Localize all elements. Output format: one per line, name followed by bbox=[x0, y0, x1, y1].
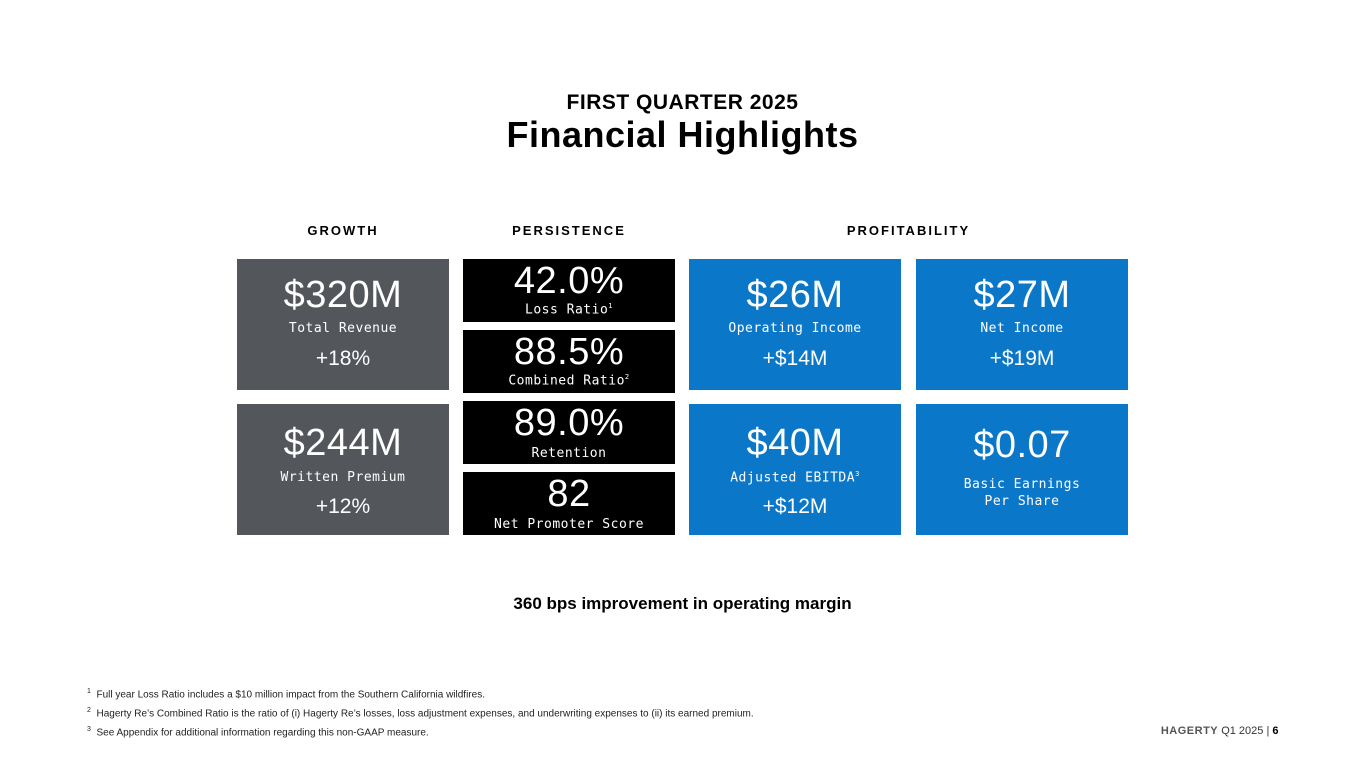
footnote-ref: 1 bbox=[608, 302, 613, 310]
brand-logo: HAGERTY bbox=[1160, 725, 1219, 737]
card-value: $26M bbox=[746, 274, 844, 316]
card-value: $40M bbox=[746, 422, 844, 464]
card-label: Loss Ratio1 bbox=[525, 302, 613, 318]
retention-card: 89.0% Retention bbox=[463, 401, 675, 464]
card-label-line2: Per Share bbox=[984, 494, 1060, 509]
net-promoter-score-card: 82 Net Promoter Score bbox=[463, 472, 675, 535]
card-change: +18% bbox=[315, 347, 371, 370]
combined-ratio-card: 88.5% Combined Ratio2 bbox=[463, 330, 675, 393]
profitability-heading: PROFITABILITY bbox=[846, 223, 971, 238]
card-label-line1: Basic Earnings bbox=[963, 477, 1081, 492]
slide-footer: HAGERTY Q1 2025 | 6 bbox=[1161, 725, 1279, 737]
card-value: 88.5% bbox=[513, 331, 625, 373]
card-change: +$19M bbox=[989, 347, 1055, 370]
summary-statement: 360 bps improvement in operating margin bbox=[513, 594, 852, 613]
footnote: 1 Full year Loss Ratio includes a $10 mi… bbox=[87, 688, 485, 701]
card-label: Adjusted EBITDA3 bbox=[730, 470, 860, 486]
basic-eps-card: $0.07 Basic Earnings Per Share bbox=[916, 404, 1128, 535]
card-label: Written Premium bbox=[280, 470, 406, 485]
footnote-ref: 2 bbox=[624, 373, 630, 381]
slide-title: Financial Highlights bbox=[506, 114, 859, 155]
card-label: Operating Income bbox=[728, 321, 862, 336]
card-change: +$14M bbox=[762, 347, 828, 370]
footnote: 3 See Appendix for additional informatio… bbox=[87, 726, 429, 739]
card-label: Retention bbox=[531, 446, 607, 461]
footer-period: Q1 2025 bbox=[1221, 725, 1264, 737]
page-number: 6 bbox=[1272, 725, 1279, 737]
card-change: +$12M bbox=[762, 495, 828, 518]
card-value: $244M bbox=[283, 422, 403, 464]
footnote-ref: 3 bbox=[855, 470, 860, 478]
slide-kicker: FIRST QUARTER 2025 bbox=[566, 91, 799, 114]
written-premium-card: $244M Written Premium +12% bbox=[237, 404, 449, 535]
card-value: $320M bbox=[283, 274, 403, 316]
card-value: 89.0% bbox=[513, 402, 625, 444]
net-income-card: $27M Net Income +$19M bbox=[916, 259, 1128, 390]
footnote: 2 Hagerty Re’s Combined Ratio is the rat… bbox=[87, 707, 754, 720]
card-value: $0.07 bbox=[973, 424, 1071, 466]
growth-heading: GROWTH bbox=[307, 223, 379, 238]
card-label: Combined Ratio2 bbox=[508, 373, 630, 389]
card-label: Total Revenue bbox=[288, 321, 398, 336]
card-value: 82 bbox=[547, 473, 591, 515]
persistence-heading: PERSISTENCE bbox=[512, 223, 626, 238]
operating-income-card: $26M Operating Income +$14M bbox=[689, 259, 901, 390]
card-label: Net Promoter Score bbox=[494, 517, 644, 532]
card-change: +12% bbox=[315, 495, 371, 518]
adjusted-ebitda-card: $40M Adjusted EBITDA3 +$12M bbox=[689, 404, 901, 535]
card-label: Net Income bbox=[980, 321, 1064, 336]
total-revenue-card: $320M Total Revenue +18% bbox=[237, 259, 449, 390]
loss-ratio-card: 42.0% Loss Ratio1 bbox=[463, 259, 675, 322]
card-value: $27M bbox=[973, 274, 1071, 316]
card-value: 42.0% bbox=[513, 260, 625, 302]
footer-separator: | bbox=[1266, 725, 1270, 737]
